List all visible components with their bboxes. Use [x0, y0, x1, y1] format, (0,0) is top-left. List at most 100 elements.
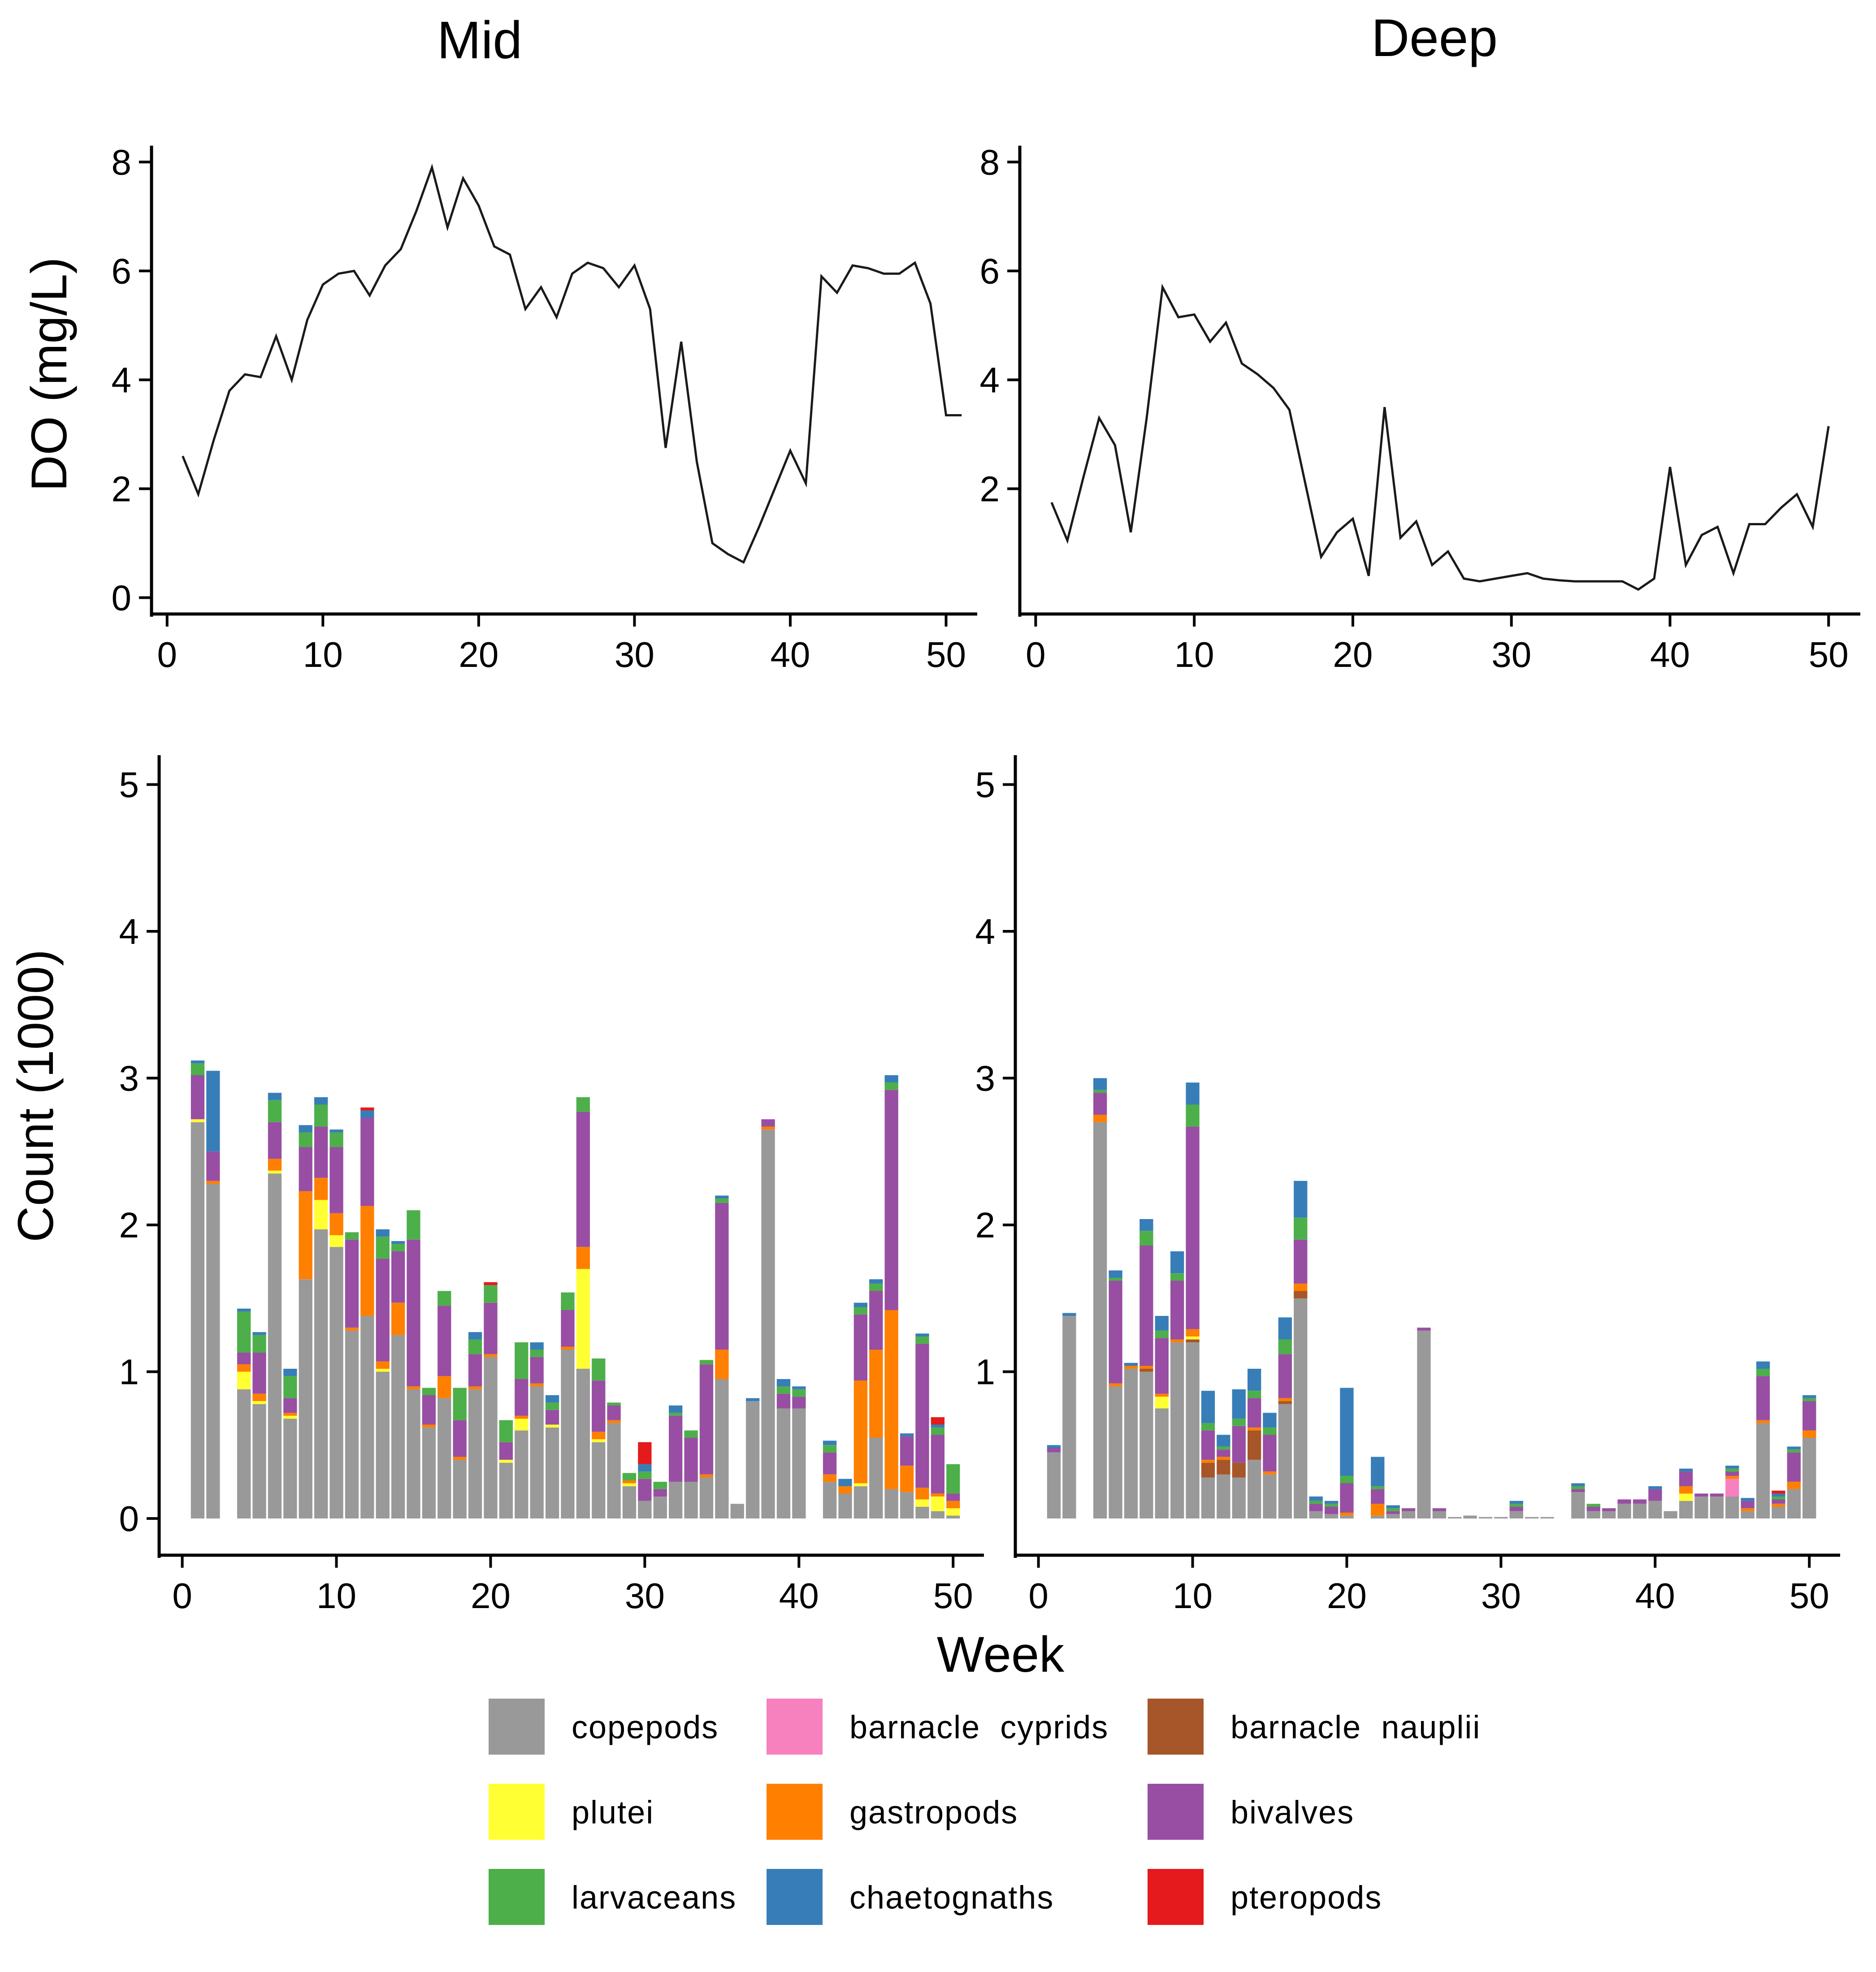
deep-do-y-tick-label: 4 — [980, 360, 1000, 400]
legend-label-pteropods: pteropods — [1230, 1880, 1382, 1916]
mid-count-bar-segment-chaetognaths — [206, 1071, 220, 1152]
deep-count-bar-segment-bivalves — [1586, 1506, 1600, 1511]
mid-count-bar-segment-copepods — [561, 1349, 575, 1519]
mid-count-bar-segment-gastropods — [515, 1415, 529, 1419]
mid-count-bar-segment-chaetognaths — [252, 1332, 266, 1335]
mid-count-bar-segment-plutei — [515, 1418, 529, 1431]
deep-count-bar-segment-chaetognaths — [1062, 1313, 1076, 1316]
mid-count-bar-segment-chaetognaths — [715, 1195, 729, 1199]
deep-count-bar-segment-bivalves — [1401, 1508, 1416, 1511]
mid-count-bar-segment-copepods — [206, 1184, 220, 1519]
deep-count-bar-segment-barnacle-nauplii — [1278, 1401, 1292, 1404]
mid-count-bar-segment-gastropods — [407, 1386, 420, 1389]
mid-count-bar-segment-bivalves — [931, 1435, 944, 1494]
mid-count-bar-segment-copepods — [484, 1357, 498, 1519]
mid-count-bar-segment-chaetognaths — [854, 1302, 867, 1307]
mid-count-bar-segment-bivalves — [484, 1302, 498, 1354]
deep-do-do-series-line — [1050, 283, 1830, 591]
mid-count-bar-segment-larvaceans — [592, 1358, 606, 1381]
deep-count-bar-segment-gastropods — [1787, 1482, 1801, 1489]
mid-count-bar-segment-bivalves — [515, 1379, 529, 1416]
deep-count-bar-segment-chaetognaths — [1186, 1082, 1200, 1105]
mid-count-y-tick-label: 2 — [119, 1205, 139, 1245]
mid-count-bar-segment-gastropods — [715, 1349, 729, 1379]
deep-count-bar-segment-copepods — [1679, 1501, 1693, 1519]
deep-do-line-panel: 0 10 20 30 40 50 2 4 6 8 — [980, 142, 1860, 675]
deep-count-bar-segment-gastropods — [1155, 1393, 1169, 1397]
mid-count-bar-segment-gastropods — [931, 1493, 944, 1496]
mid-count-bar-segment-bivalves — [206, 1151, 220, 1181]
deep-count-bar-segment-chaetognaths — [1093, 1078, 1107, 1090]
mid-count-bar-segment-plutei — [499, 1460, 513, 1463]
mid-count-bar-segment-bivalves — [252, 1353, 266, 1394]
deep-count-bar-segment-larvaceans — [1093, 1090, 1107, 1093]
mid-count-bar-segment-plutei — [376, 1369, 390, 1372]
deep-count-bar-segment-copepods — [1186, 1342, 1200, 1519]
deep-count-bar-segment-bivalves — [1047, 1448, 1061, 1453]
deep-count-bar-segment-copepods — [1109, 1386, 1122, 1519]
deep-count-bar-segment-copepods — [1139, 1371, 1153, 1519]
mid-do-x-tick-label: 10 — [303, 635, 343, 675]
mid-count-bar-segment-chaetognaths — [792, 1386, 806, 1389]
mid-count-bar-segment-plutei — [915, 1499, 929, 1507]
mid-count-bar-segment-plutei — [946, 1508, 960, 1516]
deep-count-bar-segment-copepods — [1525, 1517, 1539, 1519]
deep-count-bar-segment-larvaceans — [1201, 1423, 1215, 1431]
deep-count-bar-segment-copepods — [1093, 1122, 1107, 1519]
mid-count-bar-segment-bivalves — [915, 1344, 929, 1488]
deep-count-bar-segment-copepods — [1494, 1517, 1508, 1519]
mid-count-bar-segment-copepods — [730, 1504, 744, 1519]
mid-count-bar-segment-chaetognaths — [191, 1060, 205, 1064]
deep-count-bar-segment-copepods — [1417, 1330, 1431, 1519]
deep-count-bar-segment-bivalves — [1186, 1126, 1200, 1329]
deep-count-bar-segment-plutei — [1679, 1493, 1693, 1501]
mid-count-bar-segment-chaetognaths — [376, 1229, 390, 1237]
mid-count-bar-segment-chaetognaths — [299, 1125, 312, 1133]
mid-count-bar-segment-larvaceans — [329, 1132, 343, 1147]
mid-count-bar-segment-copepods — [684, 1482, 698, 1519]
deep-count-bar-segment-chaetognaths — [1741, 1498, 1755, 1501]
deep-count-bar-segment-copepods — [1586, 1511, 1600, 1519]
deep-count-bar-segment-copepods — [1540, 1517, 1554, 1519]
deep-count-bar-segment-bivalves — [1155, 1338, 1169, 1394]
deep-count-bar-segment-copepods — [1648, 1501, 1662, 1519]
mid-count-bar-segment-copepods — [884, 1489, 898, 1519]
deep-count-bar-segment-larvaceans — [1309, 1501, 1323, 1504]
deep-count-bar-segment-gastropods — [1278, 1398, 1292, 1401]
legend-label-barnacle-cyprids: barnacle cyprids — [849, 1710, 1109, 1746]
deep-count-bar-segment-gastropods — [1802, 1430, 1816, 1438]
mid-count-bar-segment-gastropods — [299, 1191, 312, 1280]
mid-count-x-tick-label: 30 — [625, 1576, 665, 1616]
deep-count-bar-segment-chaetognaths — [1294, 1181, 1308, 1218]
mid-count-bar-segment-copepods — [499, 1462, 513, 1519]
deep-count-bar-panel: 0 10 20 30 40 50 1 2 3 4 5 — [975, 755, 1840, 1616]
mid-count-bar-segment-copepods — [376, 1371, 390, 1519]
deep-count-bar-segment-barnacle-nauplii — [1139, 1369, 1153, 1372]
deep-count-bar-segment-bivalves — [1263, 1435, 1277, 1472]
mid-count-bar-segment-gastropods — [360, 1206, 374, 1316]
deep-count-y-tick-label: 2 — [975, 1205, 996, 1245]
mid-count-bar-segment-copepods — [607, 1423, 621, 1519]
deep-count-bar-segment-copepods — [1340, 1515, 1354, 1519]
mid-count-bar-segment-larvaceans — [530, 1349, 544, 1357]
mid-count-bar-segment-larvaceans — [869, 1284, 883, 1291]
mid-count-bar-segment-chaetognaths — [669, 1405, 683, 1413]
deep-count-bar-segment-chaetognaths — [1047, 1445, 1061, 1448]
deep-count-bar-segment-larvaceans — [1324, 1504, 1339, 1507]
mid-count-bar-segment-copepods — [931, 1511, 944, 1519]
mid-count-bar-segment-gastropods — [823, 1474, 837, 1482]
mid-count-bar-segment-bivalves — [283, 1398, 297, 1413]
deep-count-bar-segment-copepods — [1448, 1517, 1462, 1519]
deep-count-x-tick-label: 30 — [1481, 1576, 1521, 1616]
deep-count-bar-segment-larvaceans — [1371, 1486, 1385, 1489]
mid-count-bar-segment-copepods — [854, 1486, 867, 1519]
deep-count-bar-segment-pteropods — [1772, 1490, 1785, 1494]
deep-count-bar-segment-copepods — [1124, 1369, 1138, 1519]
deep-count-bar-segment-copepods — [1232, 1477, 1246, 1519]
mid-count-bar-segment-copepods — [345, 1330, 359, 1519]
mid-count-bar-segment-gastropods — [345, 1328, 359, 1331]
deep-count-bar-segment-gastropods — [1294, 1284, 1308, 1291]
mid-count-bar-segment-larvaceans — [915, 1336, 929, 1344]
deep-count-bar-segment-bivalves — [1248, 1398, 1261, 1428]
deep-count-bar-segment-chaetognaths — [1725, 1466, 1739, 1469]
